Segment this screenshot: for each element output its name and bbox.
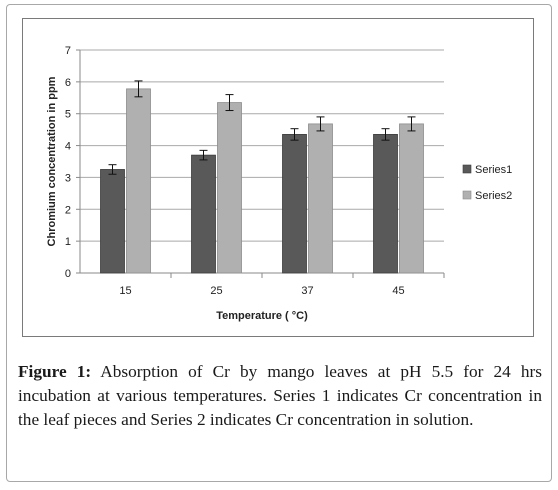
figure-caption: Figure 1: Absorption of Cr by mango leav… <box>18 360 542 432</box>
y-tick-label: 4 <box>65 141 71 153</box>
x-tick-label: 15 <box>119 285 131 297</box>
y-tick-label: 0 <box>65 268 71 280</box>
y-tick-label: 1 <box>65 236 71 248</box>
bar-series2 <box>126 88 151 274</box>
chart-frame: 0 1 2 3 4 5 6 7 15 25 37 45 Temperature ( °C) Chromiu… <box>22 18 534 337</box>
caption-text: Absorption of Cr by mango leaves at pH 5… <box>18 362 542 429</box>
bar-series1 <box>282 134 307 274</box>
bar-series2 <box>217 102 242 274</box>
y-tick-label: 6 <box>65 77 71 89</box>
y-tick-label: 7 <box>65 45 71 57</box>
legend-swatch-series1 <box>462 164 472 174</box>
y-tick-label: 5 <box>65 109 71 121</box>
x-axis-title: Temperature ( °C) <box>216 310 308 322</box>
bar-series1 <box>100 169 125 274</box>
y-tick-label: 2 <box>65 204 71 216</box>
legend-label: Series2 <box>475 190 512 202</box>
legend-swatch-series2 <box>462 190 472 200</box>
x-tick-label: 45 <box>392 285 404 297</box>
bar-series2 <box>399 123 424 274</box>
x-tick-label: 37 <box>301 285 313 297</box>
bar-series1 <box>373 134 398 274</box>
x-tick-label: 25 <box>210 285 222 297</box>
bar-series1 <box>191 154 216 274</box>
bar-series2 <box>308 123 333 274</box>
figure-box <box>6 4 552 482</box>
legend-label: Series1 <box>475 164 512 176</box>
y-tick-label: 3 <box>65 172 71 184</box>
figure-label: Figure 1: <box>18 362 92 381</box>
y-axis-title: Chromium concentration in ppm <box>46 76 58 246</box>
